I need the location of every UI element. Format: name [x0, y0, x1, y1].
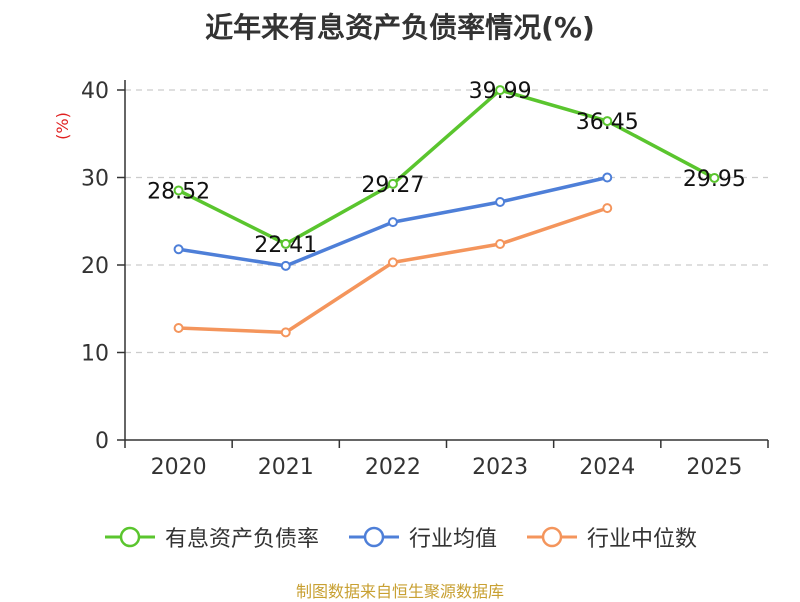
y-tick-label: 0 [95, 429, 109, 454]
data-point [175, 324, 183, 332]
x-tick-label: 2020 [151, 455, 207, 480]
x-tick-label: 2022 [365, 455, 421, 480]
legend-label: 有息资产负债率 [165, 521, 319, 553]
legend-marker-icon [347, 525, 401, 549]
data-label: 22.41 [254, 233, 317, 258]
data-label: 29.95 [683, 167, 746, 192]
data-point [282, 262, 290, 270]
data-point [603, 204, 611, 212]
data-label: 28.52 [147, 179, 210, 204]
y-tick-label: 30 [81, 167, 109, 192]
data-label: 36.45 [576, 110, 639, 135]
grid-lines [125, 90, 768, 353]
legend-item[interactable]: 行业中位数 [525, 521, 697, 553]
legend-label: 行业均值 [409, 521, 497, 553]
data-point [603, 174, 611, 182]
legend-marker-icon [103, 525, 157, 549]
data-point [389, 258, 397, 266]
x-tick-label: 2021 [258, 455, 314, 480]
x-tick-label: 2025 [686, 455, 742, 480]
legend: 有息资产负债率 行业均值 行业中位数 [0, 520, 800, 554]
data-point [389, 218, 397, 226]
data-point [175, 245, 183, 253]
legend-item[interactable]: 行业均值 [347, 521, 497, 553]
legend-circle [365, 528, 383, 546]
legend-item[interactable]: 有息资产负债率 [103, 521, 319, 553]
y-axis-label: (%) [53, 112, 72, 140]
data-label: 39.99 [469, 79, 532, 104]
axes: 0 10 20 30 40 2020 2021 2022 2023 2024 2025 (%) [53, 79, 768, 480]
data-point [282, 328, 290, 336]
line-chart: 0 10 20 30 40 2020 2021 2022 2023 2024 2025 (%) 28.… [0, 0, 800, 600]
x-tick-label: 2024 [579, 455, 635, 480]
x-tick-label: 2023 [472, 455, 528, 480]
data-point [496, 198, 504, 206]
y-tick-label: 40 [81, 79, 109, 104]
data-labels: 28.52 22.41 29.27 39.99 36.45 29.95 [147, 79, 746, 258]
data-point [496, 240, 504, 248]
data-label: 29.27 [361, 173, 424, 198]
y-tick-label: 20 [81, 254, 109, 279]
y-tick-label: 10 [81, 342, 109, 367]
legend-marker-icon [525, 525, 579, 549]
legend-circle [543, 528, 561, 546]
source-note: 制图数据来自恒生聚源数据库 [0, 578, 800, 602]
legend-label: 行业中位数 [587, 521, 697, 553]
legend-circle [121, 528, 139, 546]
